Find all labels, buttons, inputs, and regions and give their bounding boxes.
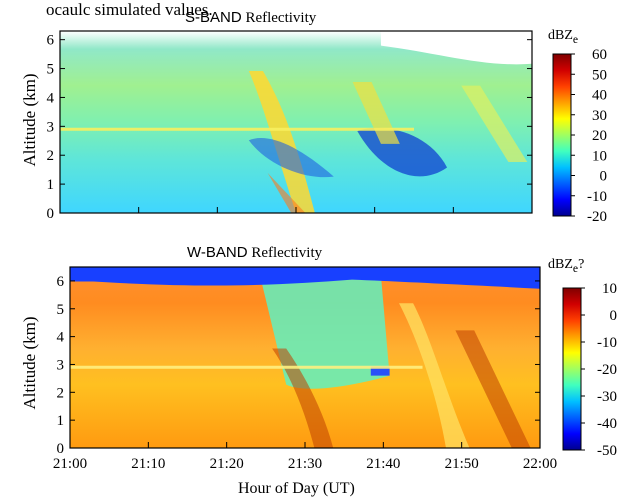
colorbar-tick-label: -30 xyxy=(597,389,617,405)
s-band-plot: 0 1 2 3 4 5 6 60 50 40 30 20 10 0 -10 -20 xyxy=(47,30,608,225)
x-tick-label: 21:10 xyxy=(131,456,165,472)
y-tick-label: 0 xyxy=(47,206,55,222)
s-band-title-rest: Reflectivity xyxy=(245,10,317,26)
x-tick-label: 21:20 xyxy=(210,456,244,472)
y-tick-label: 0 xyxy=(57,441,65,457)
x-tick-label: 21:00 xyxy=(53,456,87,472)
w-band-title-rest: Reflectivity xyxy=(251,245,323,261)
colorbar-tick-label: 10 xyxy=(602,281,617,297)
reflectivity-streak xyxy=(248,71,315,213)
colorbar-tick-label: 50 xyxy=(592,67,607,83)
w-band-plot: 0 1 2 3 4 5 6 21:00 21:10 21:20 21:30 21:40 21:50 22:… xyxy=(53,266,618,472)
w-band-title: W-BAND Reflectivity xyxy=(187,244,322,262)
colorbar-tick-label: 0 xyxy=(600,169,608,185)
colorbar-tick-label: -50 xyxy=(597,443,617,459)
colorbar-tick-label: -10 xyxy=(597,335,617,351)
colorbar-tick-label: -40 xyxy=(597,416,617,432)
s-band-title-band: S-BAND xyxy=(185,9,242,26)
y-tick-label: 5 xyxy=(57,302,65,318)
colorbar-tick-label: 20 xyxy=(592,128,607,144)
colorbar-tick-label: -10 xyxy=(587,189,607,205)
x-tick-label: 22:00 xyxy=(523,456,557,472)
y-tick-label: 5 xyxy=(47,62,55,78)
x-axis-label: Hour of Day (UT) xyxy=(238,480,355,497)
x-tick-label: 21:30 xyxy=(288,456,322,472)
colorbar xyxy=(552,53,572,217)
colorbar-tick-label: 10 xyxy=(592,148,607,164)
reflectivity-streak xyxy=(370,366,390,376)
y-tick-label: 1 xyxy=(47,177,55,193)
x-tick-label: 21:40 xyxy=(366,456,400,472)
s-band-colorbar-unit: dBZe xyxy=(548,28,579,46)
colorbar-tick-label: 40 xyxy=(592,88,607,104)
echo-top-region xyxy=(380,31,532,65)
w-band-title-band: W-BAND xyxy=(187,244,248,261)
reflectivity-streak xyxy=(272,348,334,448)
reflectivity-streak xyxy=(461,85,528,163)
y-tick-label: 1 xyxy=(57,413,65,429)
colorbar-tick-label: 30 xyxy=(592,108,607,124)
s-band-title: S-BAND Reflectivity xyxy=(185,9,316,27)
colorbar-tick-label: 0 xyxy=(610,308,618,324)
colorbar-tick-label: -20 xyxy=(587,209,607,225)
w-band-colorbar-unit: dBZe? xyxy=(548,257,585,275)
y-tick-label: 4 xyxy=(57,330,65,346)
colorbar-tick-label: -20 xyxy=(597,362,617,378)
reflectivity-streak xyxy=(455,330,531,448)
x-tick-label: 21:50 xyxy=(445,456,479,472)
reflectivity-streak xyxy=(267,172,306,213)
y-tick-label: 6 xyxy=(57,274,65,290)
y-tick-label: 3 xyxy=(57,357,65,373)
colorbar-tick-label: 60 xyxy=(592,47,607,63)
caption-fragment: ocaulc simulated values. xyxy=(46,0,213,19)
reflectivity-streak xyxy=(399,303,470,448)
colorbar xyxy=(562,287,582,451)
echo-top-region xyxy=(70,267,540,289)
y-tick-label: 3 xyxy=(47,119,55,135)
reflectivity-streak xyxy=(248,138,334,178)
y-tick-label: 2 xyxy=(57,385,65,401)
y-tick-label: 2 xyxy=(47,148,55,164)
y-tick-label: 6 xyxy=(47,33,55,49)
y-tick-label: 4 xyxy=(47,90,55,106)
